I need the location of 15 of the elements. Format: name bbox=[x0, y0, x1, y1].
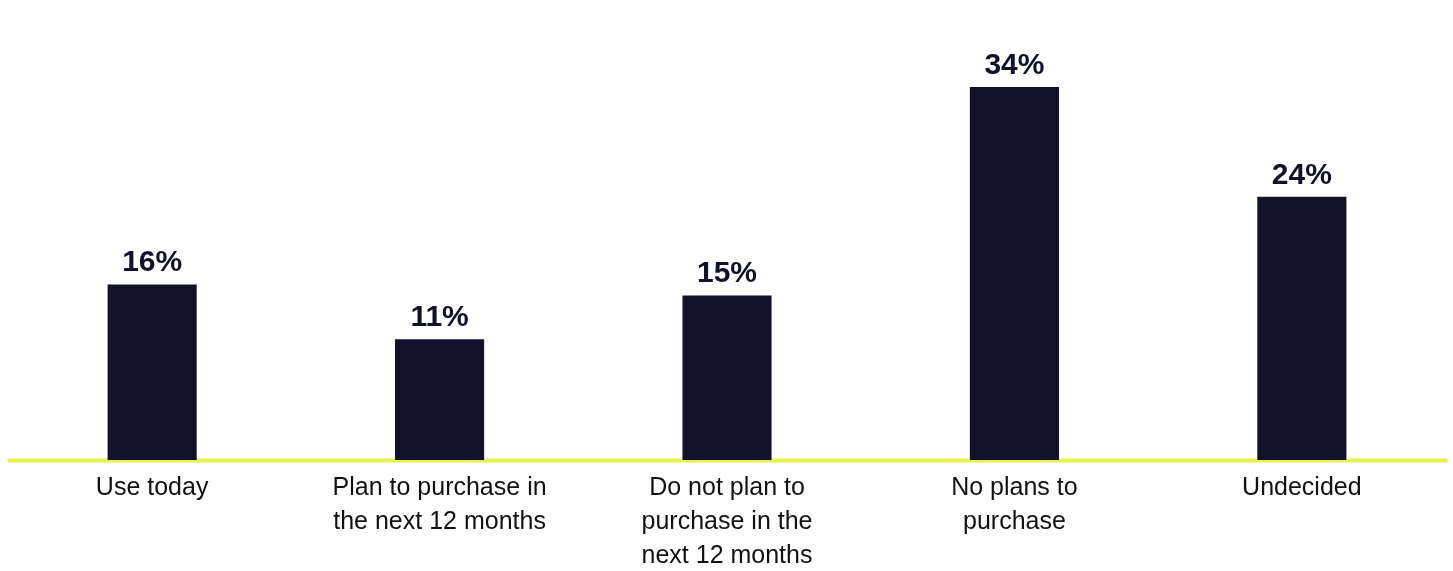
bar bbox=[107, 284, 197, 460]
bar bbox=[969, 87, 1059, 460]
data-label: 16% bbox=[122, 244, 183, 278]
x-tick-label: Do not plan to purchase in the next 12 months bbox=[641, 471, 813, 568]
x-tick-label: Plan to purchase in the next 12 months bbox=[332, 471, 547, 534]
bar bbox=[395, 339, 485, 460]
data-label: 24% bbox=[1271, 156, 1332, 190]
data-label: 34% bbox=[984, 47, 1045, 80]
x-tick-label: No plans to purchase bbox=[951, 471, 1078, 534]
x-tick-label: Use today bbox=[95, 471, 209, 500]
bar bbox=[1257, 196, 1347, 460]
bar bbox=[682, 295, 772, 460]
x-tick-label: Undecided bbox=[1242, 471, 1362, 500]
data-label: 11% bbox=[410, 299, 469, 333]
data-label: 15% bbox=[696, 255, 758, 289]
